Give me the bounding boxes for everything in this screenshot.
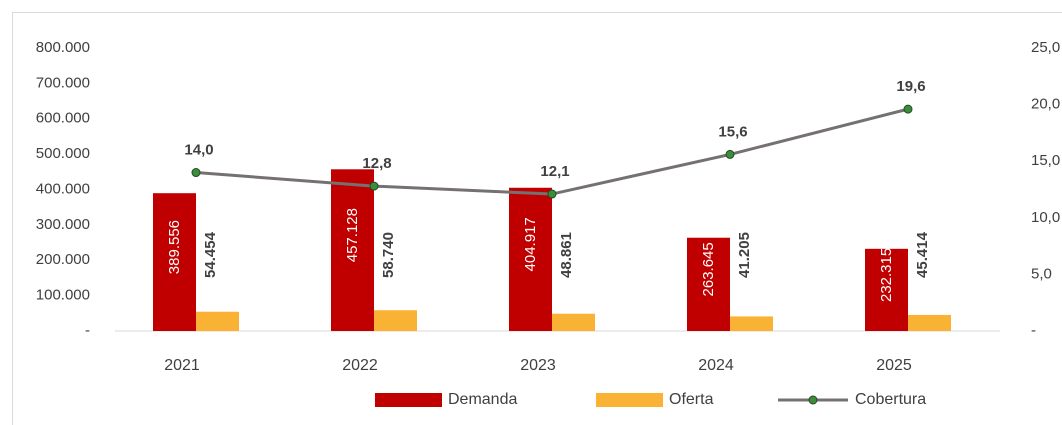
data-label: 45.414 xyxy=(914,231,931,278)
data-label: 58.740 xyxy=(380,232,397,278)
legend-label: Cobertura xyxy=(855,391,926,408)
data-label: 19,6 xyxy=(896,78,925,95)
y-tick-label: 600.000 xyxy=(36,110,90,127)
data-label: 457.128 xyxy=(344,208,361,262)
bar-demanda xyxy=(331,169,374,331)
bar-oferta xyxy=(196,311,239,331)
data-label: 41.205 xyxy=(736,232,753,278)
y-tick-label: 100.000 xyxy=(36,287,90,304)
bar-oferta xyxy=(552,313,595,331)
data-label: 54.454 xyxy=(202,231,219,278)
bar-oferta xyxy=(374,310,417,331)
x-tick-label: 2024 xyxy=(698,357,734,374)
legend-marker xyxy=(808,395,818,405)
bar-oferta xyxy=(908,314,951,331)
bar-demanda xyxy=(153,193,196,331)
y-tick-label: 300.000 xyxy=(36,216,90,233)
x-tick-label: 2022 xyxy=(342,357,378,374)
legend-label: Oferta xyxy=(669,391,714,408)
bar-demanda xyxy=(865,248,908,331)
data-label: 232.315 xyxy=(878,248,895,302)
legend-label: Demanda xyxy=(448,391,517,408)
y2-tick-label: 5,0 xyxy=(1031,265,1052,282)
data-label: 404.917 xyxy=(522,217,539,271)
y2-tick-label: 20,0 xyxy=(1031,96,1060,113)
y-tick-label: 400.000 xyxy=(36,180,90,197)
data-label: 48.861 xyxy=(558,232,575,278)
data-label: 389.556 xyxy=(166,220,183,274)
y-tick-label: 700.000 xyxy=(36,74,90,91)
x-tick-label: 2023 xyxy=(520,357,556,374)
bar-demanda xyxy=(509,187,552,331)
y2-tick-label: 25,0 xyxy=(1031,39,1060,56)
y-tick-label: 800.000 xyxy=(36,39,90,56)
marker xyxy=(191,168,201,178)
data-label: 12,8 xyxy=(362,155,391,172)
y2-tick-label: 15,0 xyxy=(1031,152,1060,169)
y2-tick-label: - xyxy=(1031,322,1036,339)
bar-oferta xyxy=(730,316,773,331)
x-tick-label: 2021 xyxy=(164,357,200,374)
legend-swatch xyxy=(375,393,442,407)
y-tick-label: - xyxy=(85,322,90,339)
y2-tick-label: 10,0 xyxy=(1031,209,1060,226)
marker xyxy=(547,189,557,199)
data-label: 263.645 xyxy=(700,242,717,296)
y-tick-label: 500.000 xyxy=(36,145,90,162)
marker xyxy=(369,181,379,191)
bar-demanda xyxy=(687,237,730,331)
marker xyxy=(903,104,913,114)
y-tick-label: 200.000 xyxy=(36,251,90,268)
data-label: 15,6 xyxy=(718,123,747,140)
x-tick-label: 2025 xyxy=(876,357,912,374)
data-label: 14,0 xyxy=(184,141,213,158)
marker xyxy=(725,149,735,159)
data-label: 12,1 xyxy=(540,163,569,180)
legend-swatch xyxy=(596,393,663,407)
